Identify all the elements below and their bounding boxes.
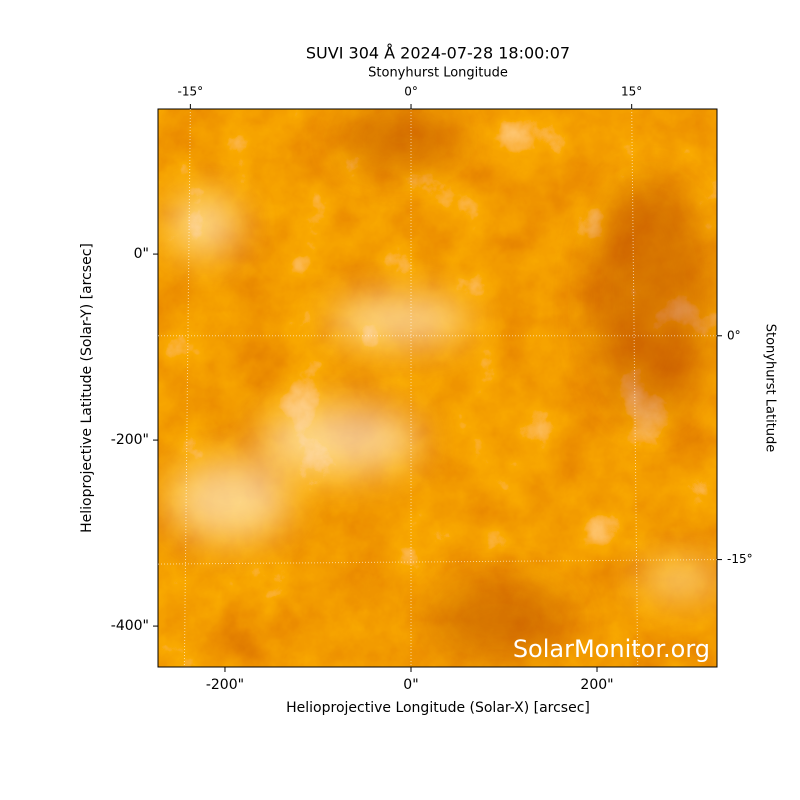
x2-tick-label: 15°	[621, 85, 642, 99]
chart-title: SUVI 304 Å 2024-07-28 18:00:07	[306, 44, 570, 63]
x-tick-label: -200"	[206, 677, 244, 693]
y-tick-label: -400"	[111, 618, 149, 634]
grid-line	[183, 108, 191, 668]
watermark: SolarMonitor.org	[513, 635, 710, 663]
y2-tick-label: 0°	[727, 328, 741, 342]
x2-axis-label: Stonyhurst Longitude	[368, 66, 508, 81]
y-tick-label: -200"	[111, 432, 149, 448]
solar-image	[158, 109, 717, 667]
grid-line	[157, 559, 718, 565]
plot-frame	[157, 108, 718, 668]
x-tick-label: 0"	[403, 677, 418, 693]
x-axis-label: Helioprojective Longitude (Solar-X) [arc…	[286, 700, 590, 716]
x2-tick-label: 0°	[404, 85, 418, 99]
y2-tick-label: -15°	[727, 552, 753, 566]
grid-line	[631, 108, 639, 668]
x2-tick-label: -15°	[178, 85, 204, 99]
x-tick-label: 200"	[580, 677, 613, 693]
y-axis-label: Helioprojective Latitude (Solar-Y) [arcs…	[79, 243, 95, 533]
y2-axis-label: Stonyhurst Latitude	[763, 324, 778, 453]
y-tick-label: 0"	[134, 246, 149, 262]
